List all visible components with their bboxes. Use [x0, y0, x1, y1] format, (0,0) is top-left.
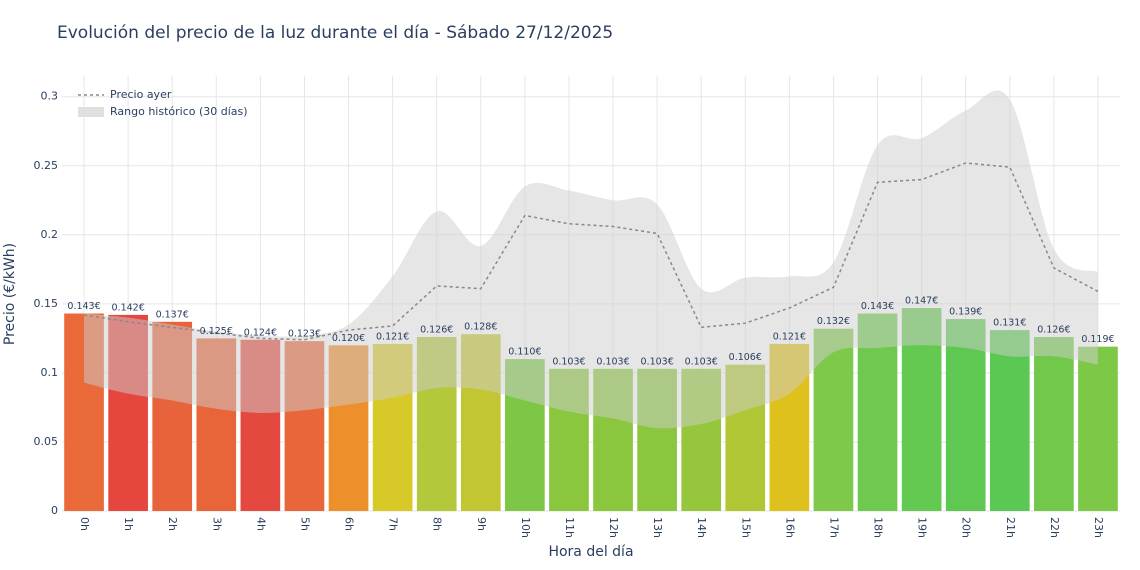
data-label: 0.103€ — [685, 356, 718, 367]
x-tick-label: 16h — [783, 517, 796, 538]
data-label: 0.126€ — [420, 325, 453, 336]
x-tick-label: 8h — [431, 517, 444, 531]
data-label: 0.103€ — [552, 356, 585, 367]
y-tick-label: 0.25 — [34, 159, 59, 172]
x-tick-label: 3h — [210, 517, 223, 531]
labels: 0.143€ 0.142€ 0.137€ 0.125€ 0.124€ 0.123€ 0.12… — [67, 296, 1114, 368]
x-tick-label: 18h — [872, 517, 885, 538]
x-tick-label: 15h — [739, 517, 752, 538]
y-tick-label: 0.3 — [41, 90, 59, 103]
x-tick-label: 4h — [254, 517, 267, 531]
bar — [1034, 337, 1074, 511]
data-label: 0.125€ — [200, 326, 233, 337]
data-label: 0.110€ — [508, 347, 541, 358]
y-tick-label: 0 — [51, 504, 58, 517]
chart-title: Evolución del precio de la luz durante e… — [57, 23, 613, 43]
x-tick-label: 6h — [343, 517, 356, 531]
legend: Precio ayer Rango histórico (30 días) — [78, 88, 248, 118]
yesterday-line — [83, 162, 1099, 341]
x-tick-label: 2h — [166, 517, 179, 531]
x-tick-label: 17h — [827, 517, 840, 538]
y-tick-label: 0.05 — [34, 435, 59, 448]
x-tick-label: 10h — [519, 517, 532, 538]
x-tick-label: 0h — [78, 517, 91, 531]
data-label: 0.120€ — [332, 333, 365, 344]
data-label: 0.132€ — [817, 316, 850, 327]
historic-range — [84, 90, 1098, 429]
x-tick-label: 20h — [960, 517, 973, 538]
data-label: 0.103€ — [641, 356, 674, 367]
data-label: 0.128€ — [464, 322, 497, 333]
data-label: 0.106€ — [729, 352, 762, 363]
data-label: 0.123€ — [288, 329, 321, 340]
x-tick-label: 14h — [695, 517, 708, 538]
legend-label: Rango histórico (30 días) — [110, 105, 248, 118]
legend-band-swatch — [78, 107, 104, 117]
data-label: 0.126€ — [1037, 325, 1070, 336]
data-label: 0.143€ — [67, 301, 100, 312]
x-tick-label: 1h — [122, 517, 135, 531]
data-label: 0.147€ — [905, 296, 938, 307]
data-label: 0.121€ — [773, 331, 806, 342]
legend-label: Precio ayer — [110, 88, 172, 101]
data-label: 0.124€ — [244, 327, 277, 338]
bar — [989, 330, 1030, 511]
x-tick-label: 23h — [1092, 517, 1105, 538]
data-label: 0.137€ — [156, 309, 189, 320]
data-label: 0.103€ — [596, 356, 629, 367]
y-axis-title: Precio (€/kWh) — [2, 243, 18, 345]
x-tick-label: 12h — [607, 517, 620, 538]
y-tick-label: 0.15 — [34, 297, 59, 310]
bar — [1078, 346, 1118, 511]
data-label: 0.139€ — [949, 307, 982, 318]
x-tick-label: 19h — [916, 517, 929, 538]
bar — [945, 319, 986, 511]
x-tick-label: 7h — [387, 517, 400, 531]
data-label: 0.142€ — [112, 302, 145, 313]
data-label: 0.119€ — [1081, 334, 1114, 345]
x-tick-label: 21h — [1004, 517, 1017, 538]
x-tick-label: 5h — [298, 517, 311, 531]
data-label: 0.121€ — [376, 331, 409, 342]
x-axis-title: Hora del día — [548, 544, 633, 560]
data-label: 0.131€ — [993, 318, 1026, 329]
x-tick-label: 22h — [1048, 517, 1061, 538]
y-tick-label: 0.1 — [41, 366, 59, 379]
x-tick-label: 11h — [563, 517, 576, 538]
x-tick-label: 9h — [475, 517, 488, 531]
overlays — [83, 90, 1099, 429]
y-tick-label: 0.2 — [41, 228, 59, 241]
x-tick-label: 13h — [651, 517, 664, 538]
data-label: 0.143€ — [861, 301, 894, 312]
